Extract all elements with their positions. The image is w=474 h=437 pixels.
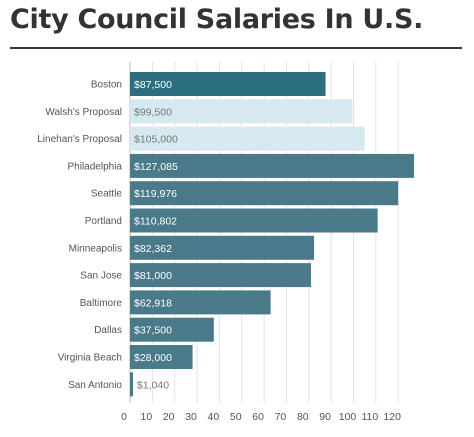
x-tick-label: 60 xyxy=(252,411,264,423)
bar-virginia-beach xyxy=(130,345,193,369)
category-label: Seattle xyxy=(91,189,123,200)
x-tick-label: 0 xyxy=(121,411,127,423)
category-label: Virginia Beach xyxy=(58,353,122,364)
value-label: $1,040 xyxy=(137,379,169,391)
bar-seattle xyxy=(130,181,399,206)
value-label: $87,500 xyxy=(134,79,172,91)
value-label: $105,000 xyxy=(134,134,178,146)
bar-san-jose xyxy=(130,263,312,288)
category-label: Linehan's Proposal xyxy=(37,134,122,145)
category-label: Minneapolis xyxy=(69,243,122,254)
x-tick-label: 70 xyxy=(275,411,287,423)
bar-linehan-s-proposal xyxy=(130,126,365,151)
x-tick-labels: 0 10 20 30 40 50 60 70 80 90 100 110 120 xyxy=(121,411,401,423)
x-tick-label: 120 xyxy=(383,411,401,423)
bar-dallas xyxy=(130,317,214,342)
x-tick-label: 90 xyxy=(319,411,331,423)
value-label: $28,000 xyxy=(134,352,172,364)
value-label: $99,500 xyxy=(134,106,172,118)
bar-portland xyxy=(130,208,378,233)
x-tick-label: 80 xyxy=(297,411,309,423)
x-tick-label: 110 xyxy=(361,411,378,423)
x-tick-label: 40 xyxy=(208,411,220,423)
bar-baltimore xyxy=(130,290,271,315)
bar-walsh-s-proposal xyxy=(130,99,353,124)
category-label: Baltimore xyxy=(80,298,123,309)
category-label: Walsh's Proposal xyxy=(45,107,122,118)
bar-philadelphia xyxy=(130,153,415,178)
x-tick-label: 30 xyxy=(185,411,197,423)
x-tick-label: 100 xyxy=(339,411,357,423)
x-tick-label: 10 xyxy=(141,411,153,423)
category-label: Portland xyxy=(85,216,122,227)
value-label: $127,085 xyxy=(134,161,178,173)
value-label: $37,500 xyxy=(134,325,172,337)
x-tick-label: 50 xyxy=(230,411,242,423)
category-label: San Antonio xyxy=(68,380,122,391)
value-label: $62,918 xyxy=(134,297,172,309)
x-tick-label: 20 xyxy=(163,411,175,423)
title-divider xyxy=(10,47,462,49)
category-label: Philadelphia xyxy=(68,161,123,172)
category-label: Boston xyxy=(91,80,122,91)
value-label: $81,000 xyxy=(134,270,172,282)
bar-san-antonio xyxy=(130,372,133,397)
value-labels: $87,500 $99,500 $105,000 $127,085 $119,976 $1… xyxy=(134,79,178,391)
value-label: $110,802 xyxy=(134,216,177,228)
bar-boston xyxy=(130,72,326,96)
page-title: City Council Salaries In U.S. xyxy=(10,4,424,35)
category-labels: Boston Walsh's Proposal Linehan's Proposal… xyxy=(37,80,122,391)
category-label: San Jose xyxy=(80,271,122,282)
value-label: $82,362 xyxy=(134,243,172,255)
category-label: Dallas xyxy=(94,325,122,336)
bars xyxy=(130,72,415,397)
value-label: $119,976 xyxy=(134,188,177,200)
bar-minneapolis xyxy=(130,235,315,260)
